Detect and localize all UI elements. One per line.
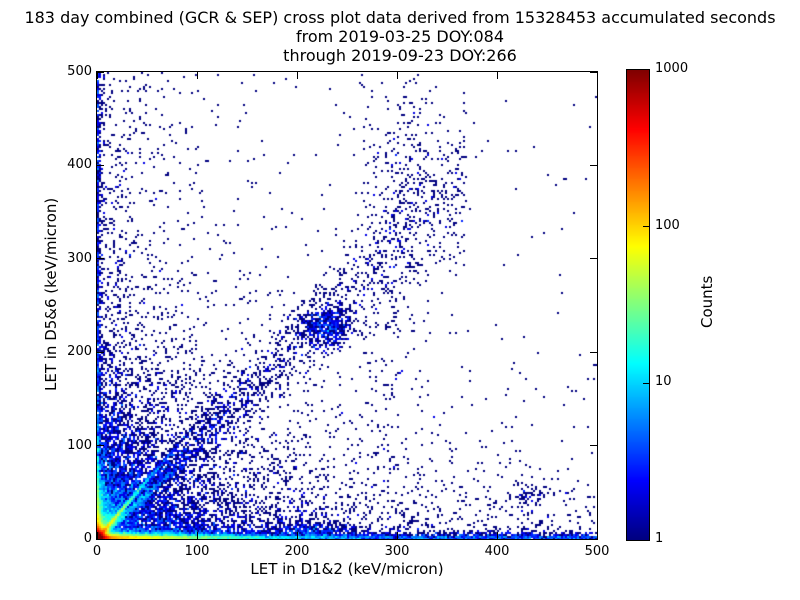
x-tick-label: 100 bbox=[184, 544, 210, 559]
x-tick-mark-top bbox=[296, 72, 298, 79]
x-tick-mark-top bbox=[96, 72, 98, 79]
colorbar bbox=[626, 69, 650, 541]
y-tick-label: 500 bbox=[67, 64, 92, 79]
x-tick-mark bbox=[396, 532, 398, 539]
colorbar-tick-mark bbox=[643, 382, 649, 384]
x-tick-mark bbox=[296, 532, 298, 539]
chart-title: 183 day combined (GCR & SEP) cross plot … bbox=[0, 8, 800, 65]
x-tick-mark-top bbox=[196, 72, 198, 79]
x-tick-label: 200 bbox=[284, 544, 310, 559]
y-tick-mark bbox=[97, 258, 104, 260]
y-tick-mark-right bbox=[590, 445, 597, 447]
y-tick-label: 200 bbox=[67, 344, 92, 360]
x-tick-label: 500 bbox=[584, 544, 610, 559]
title-line-2: from 2019-03-25 DOY:084 bbox=[295, 27, 504, 46]
colorbar-tick-label: 1000 bbox=[655, 61, 689, 76]
x-tick-mark bbox=[96, 532, 98, 539]
y-tick-mark bbox=[97, 164, 104, 166]
x-axis-label: LET in D1&2 (keV/micron) bbox=[250, 560, 444, 578]
colorbar-tick-label: 10 bbox=[655, 374, 672, 390]
x-tick-label: 0 bbox=[92, 544, 102, 559]
x-tick-mark bbox=[596, 532, 598, 539]
y-tick-mark bbox=[97, 445, 104, 447]
y-tick-label: 0 bbox=[83, 531, 92, 546]
title-line-1: 183 day combined (GCR & SEP) cross plot … bbox=[24, 8, 776, 27]
title-line-3: through 2019-09-23 DOY:266 bbox=[283, 46, 517, 65]
colorbar-tick-label: 1 bbox=[655, 531, 664, 546]
colorbar-axis-label: Counts bbox=[698, 275, 716, 328]
y-axis-label: LET in D5&6 (keV/micron) bbox=[42, 197, 60, 391]
x-tick-mark-top bbox=[596, 72, 598, 79]
y-tick-mark bbox=[97, 538, 104, 540]
x-tick-mark bbox=[496, 532, 498, 539]
x-tick-mark bbox=[196, 532, 198, 539]
x-tick-label: 400 bbox=[484, 544, 510, 559]
y-tick-mark-right bbox=[590, 538, 597, 540]
y-tick-label: 400 bbox=[67, 157, 92, 173]
y-tick-mark bbox=[97, 351, 104, 353]
y-tick-label: 300 bbox=[67, 250, 92, 266]
plot-area bbox=[96, 71, 598, 540]
crossplot-canvas bbox=[97, 72, 597, 539]
y-tick-mark-right bbox=[590, 258, 597, 260]
y-tick-mark bbox=[97, 71, 104, 73]
x-tick-mark-top bbox=[396, 72, 398, 79]
x-tick-mark-top bbox=[496, 72, 498, 79]
colorbar-gradient bbox=[627, 70, 649, 540]
colorbar-tick-label: 100 bbox=[655, 217, 680, 233]
x-tick-label: 300 bbox=[384, 544, 410, 559]
y-tick-label: 100 bbox=[67, 437, 92, 453]
y-tick-mark-right bbox=[590, 351, 597, 353]
colorbar-tick-mark bbox=[643, 226, 649, 228]
y-tick-mark-right bbox=[590, 164, 597, 166]
y-tick-mark-right bbox=[590, 71, 597, 73]
